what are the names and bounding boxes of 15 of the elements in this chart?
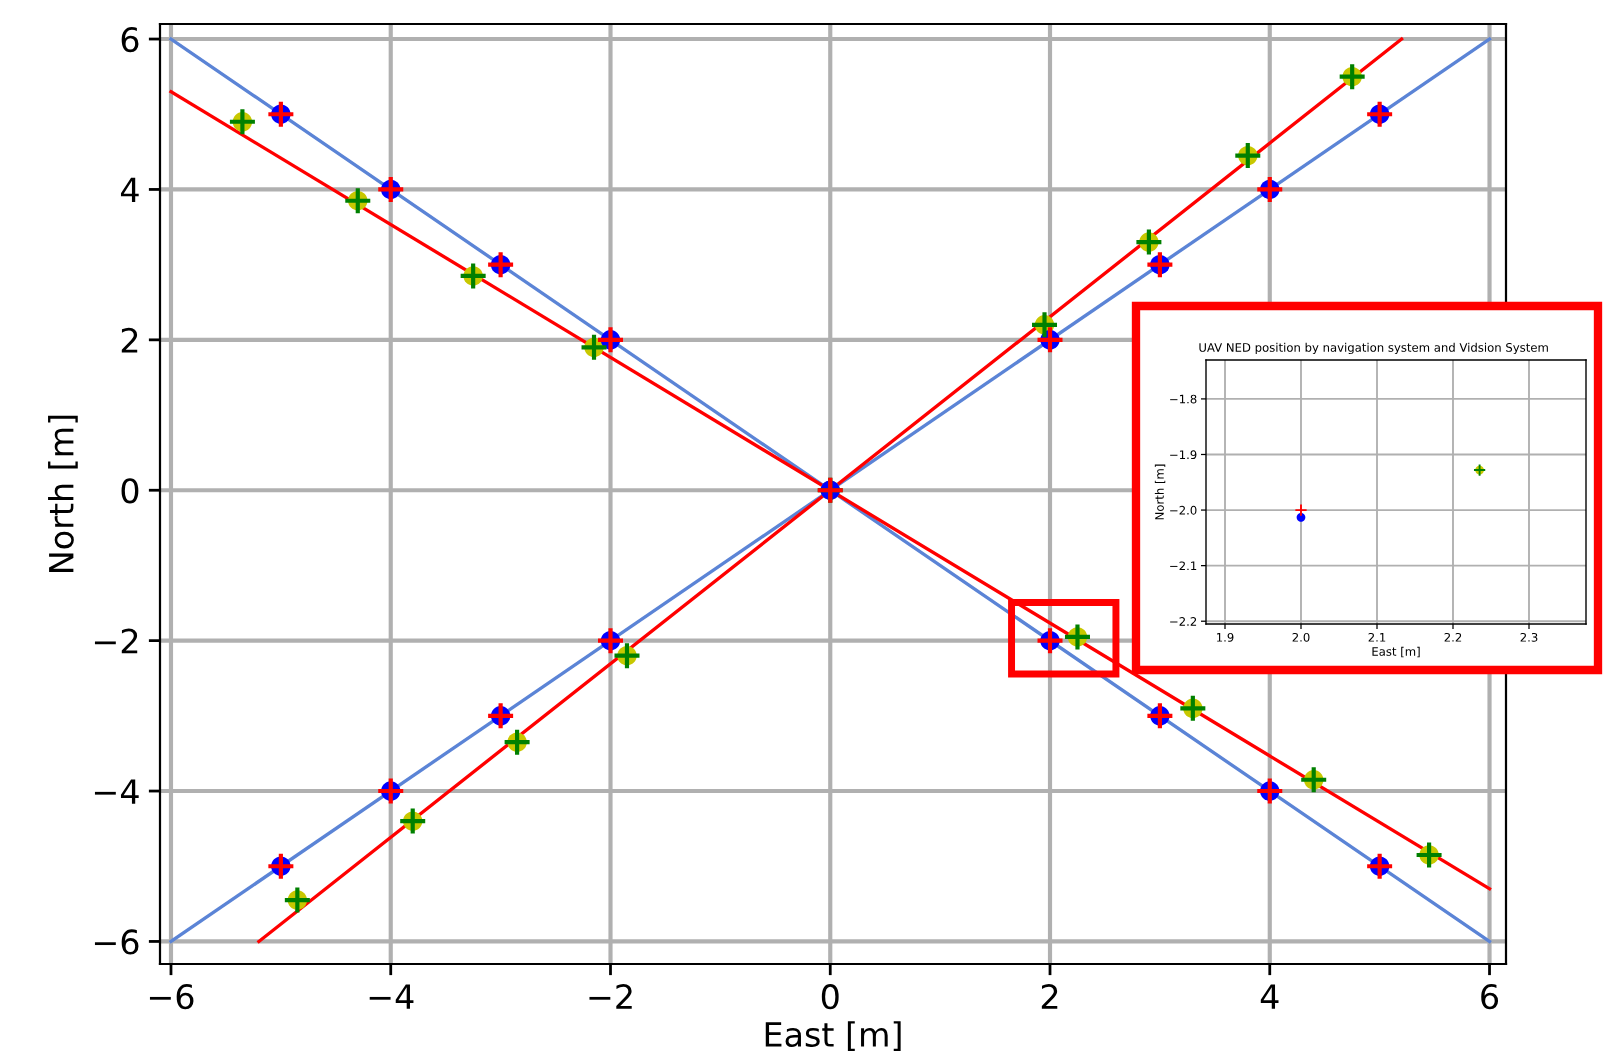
y-tick-label: 4 [120,177,139,203]
y-tick-label: −4 [94,779,139,804]
x-tick-label: 6 [1481,984,1499,1010]
x-tick-label: −2 [589,984,632,1009]
y-axis-title: North [m] [48,415,78,572]
y-tick-label: 0 [121,478,139,504]
y-tick-label: 2 [121,327,138,353]
x-tick-label: −4 [369,984,414,1009]
x-tick-label: 4 [1260,984,1279,1009]
x-tick-label: 2 [1041,984,1058,1009]
x-tick-label: 0 [821,984,839,1010]
x-tick-label: −6 [149,984,194,1010]
y-tick-label: −6 [94,929,139,955]
y-tick-label: 6 [121,26,139,53]
x-axis-title: East [m] [765,1021,901,1051]
